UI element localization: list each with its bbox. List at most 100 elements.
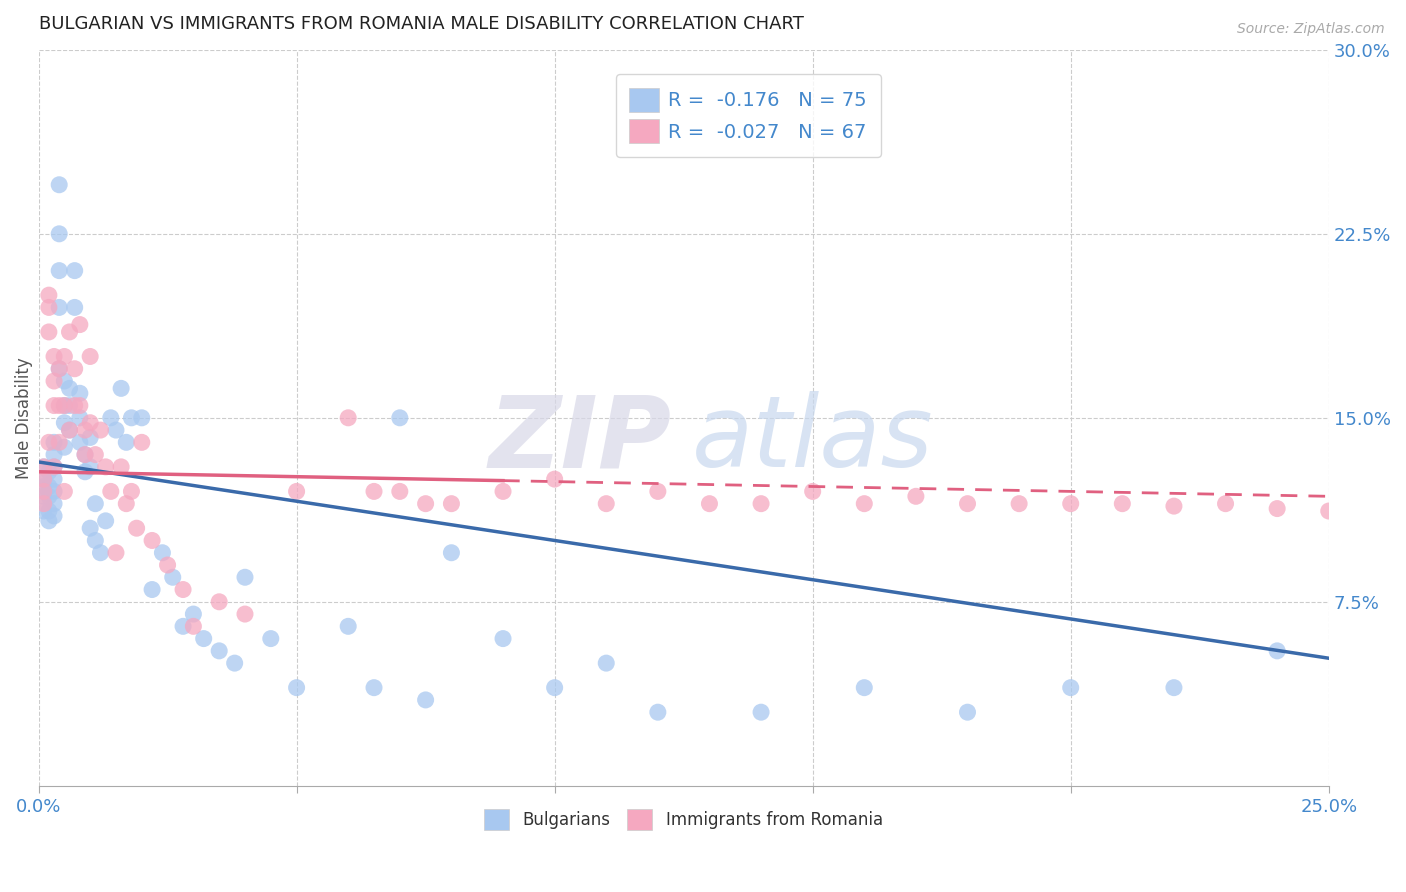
Point	[32, 479, 55, 493]
Point	[100, 484, 122, 499]
Point	[104, 546, 127, 560]
Point	[233, 607, 256, 621]
Point	[63, 301, 86, 315]
Point	[363, 681, 385, 695]
Point	[84, 448, 107, 462]
Point	[152, 546, 174, 560]
Point	[48, 227, 70, 241]
Point	[801, 484, 824, 499]
Point	[115, 435, 138, 450]
Point	[440, 497, 463, 511]
Point	[79, 430, 101, 444]
Point	[58, 325, 80, 339]
Point	[38, 489, 60, 503]
Point	[595, 656, 617, 670]
Point	[48, 361, 70, 376]
Point	[415, 497, 437, 511]
Point	[1265, 501, 1288, 516]
Text: ZIP: ZIP	[489, 392, 672, 489]
Point	[38, 301, 60, 315]
Point	[120, 410, 142, 425]
Point	[53, 374, 76, 388]
Point	[48, 301, 70, 315]
Point	[53, 399, 76, 413]
Point	[84, 533, 107, 548]
Point	[84, 497, 107, 511]
Point	[440, 546, 463, 560]
Point	[58, 381, 80, 395]
Point	[156, 558, 179, 572]
Point	[48, 263, 70, 277]
Y-axis label: Male Disability: Male Disability	[15, 357, 32, 479]
Point	[904, 489, 927, 503]
Point	[120, 484, 142, 499]
Point	[42, 350, 65, 364]
Point	[749, 705, 772, 719]
Point	[141, 533, 163, 548]
Point	[208, 595, 231, 609]
Point	[337, 619, 360, 633]
Point	[32, 472, 55, 486]
Point	[285, 681, 308, 695]
Point	[131, 410, 153, 425]
Point	[1060, 497, 1083, 511]
Point	[699, 497, 721, 511]
Point	[38, 514, 60, 528]
Point	[69, 399, 91, 413]
Point	[172, 582, 194, 597]
Point	[38, 504, 60, 518]
Point	[1317, 504, 1340, 518]
Point	[89, 546, 111, 560]
Text: atlas: atlas	[692, 392, 934, 489]
Text: BULGARIAN VS IMMIGRANTS FROM ROMANIA MALE DISABILITY CORRELATION CHART: BULGARIAN VS IMMIGRANTS FROM ROMANIA MAL…	[38, 15, 803, 33]
Point	[53, 440, 76, 454]
Point	[53, 484, 76, 499]
Point	[38, 288, 60, 302]
Point	[32, 484, 55, 499]
Point	[42, 472, 65, 486]
Point	[1008, 497, 1031, 511]
Point	[115, 497, 138, 511]
Point	[48, 435, 70, 450]
Point	[1163, 681, 1185, 695]
Point	[1060, 681, 1083, 695]
Point	[647, 484, 669, 499]
Point	[79, 350, 101, 364]
Point	[388, 484, 411, 499]
Point	[63, 399, 86, 413]
Point	[208, 644, 231, 658]
Point	[853, 681, 876, 695]
Point	[79, 459, 101, 474]
Point	[162, 570, 184, 584]
Point	[79, 521, 101, 535]
Point	[224, 656, 246, 670]
Point	[53, 399, 76, 413]
Point	[1215, 497, 1237, 511]
Point	[69, 318, 91, 332]
Point	[32, 497, 55, 511]
Point	[32, 459, 55, 474]
Point	[141, 582, 163, 597]
Point	[42, 435, 65, 450]
Point	[110, 381, 132, 395]
Point	[125, 521, 148, 535]
Point	[73, 448, 96, 462]
Point	[42, 459, 65, 474]
Point	[492, 484, 515, 499]
Point	[42, 484, 65, 499]
Point	[69, 386, 91, 401]
Point	[492, 632, 515, 646]
Point	[48, 399, 70, 413]
Point	[73, 423, 96, 437]
Point	[32, 489, 55, 503]
Point	[89, 423, 111, 437]
Point	[172, 619, 194, 633]
Point	[749, 497, 772, 511]
Point	[956, 497, 979, 511]
Point	[38, 479, 60, 493]
Point	[183, 619, 205, 633]
Point	[260, 632, 283, 646]
Point	[42, 497, 65, 511]
Point	[193, 632, 215, 646]
Point	[69, 435, 91, 450]
